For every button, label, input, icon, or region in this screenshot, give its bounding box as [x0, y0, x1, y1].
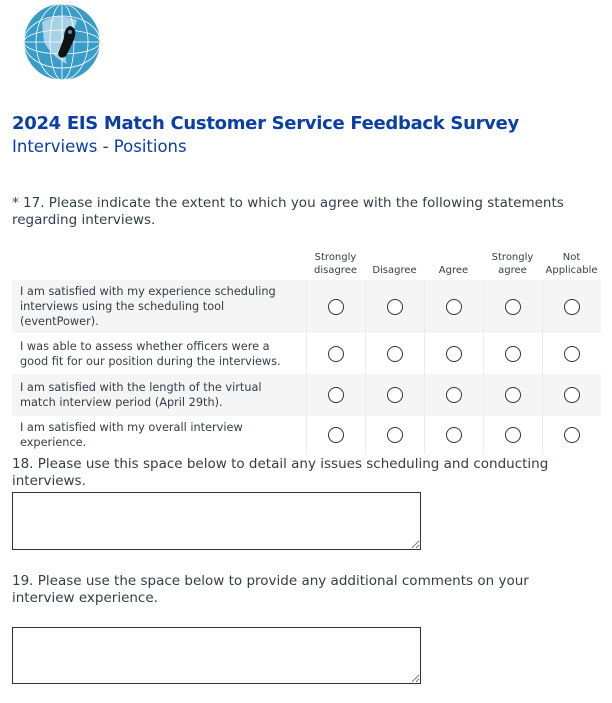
radio-disagree[interactable] [386, 345, 403, 362]
question-18-label: 18. Please use this space below to detai… [12, 456, 549, 489]
radio-strongly-agree[interactable] [504, 345, 521, 362]
row-label: I am satisfied with my experience schedu… [12, 280, 306, 333]
radio-strongly-disagree[interactable] [327, 345, 344, 362]
question-19-label: 19. Please use the space below to provid… [12, 573, 529, 606]
radio-agree[interactable] [445, 298, 462, 315]
row-label: I was able to assess whether officers we… [20, 339, 281, 368]
row-label: I am satisfied with the length of the vi… [12, 374, 306, 416]
matrix-row: I am satisfied with my overall interview… [12, 416, 601, 454]
radio-not-applicable[interactable] [563, 298, 580, 315]
matrix-row: I am satisfied with the length of the vi… [12, 374, 601, 416]
radio-strongly-disagree[interactable] [327, 427, 344, 443]
column-header: Strongly agree [491, 252, 534, 276]
radio-agree[interactable] [445, 345, 462, 362]
radio-strongly-disagree[interactable] [327, 298, 344, 315]
agreement-matrix: Strongly disagree Disagree Agree Strongl… [12, 250, 601, 454]
globe-logo [23, 3, 101, 81]
radio-not-applicable[interactable] [563, 345, 580, 362]
page-subtitle: Interviews - Positions [12, 137, 187, 156]
matrix-row: I was able to assess whether officers we… [12, 333, 601, 374]
column-header: Agree [438, 265, 469, 276]
radio-agree[interactable] [445, 387, 462, 403]
column-header: Not Applicable [545, 252, 598, 276]
radio-strongly-disagree[interactable] [327, 387, 344, 403]
radio-not-applicable[interactable] [563, 427, 580, 443]
survey-title: 2024 EIS Match Customer Service Feedback… [12, 113, 519, 134]
column-header: Strongly disagree [313, 252, 357, 276]
radio-not-applicable[interactable] [563, 387, 580, 403]
question-17-label: * 17. Please indicate the extent to whic… [12, 195, 564, 228]
column-header: Disagree [372, 265, 417, 276]
row-label: I am satisfied with my overall interview… [20, 421, 243, 449]
radio-agree[interactable] [445, 427, 462, 443]
matrix-row: I am satisfied with my experience schedu… [12, 280, 601, 333]
radio-disagree[interactable] [386, 427, 403, 443]
radio-strongly-agree[interactable] [504, 387, 521, 403]
radio-strongly-agree[interactable] [504, 298, 521, 315]
radio-disagree[interactable] [386, 387, 403, 403]
question-19-textarea[interactable] [12, 627, 421, 684]
radio-disagree[interactable] [386, 298, 403, 315]
question-18-textarea[interactable] [12, 492, 421, 550]
radio-strongly-agree[interactable] [504, 427, 521, 443]
